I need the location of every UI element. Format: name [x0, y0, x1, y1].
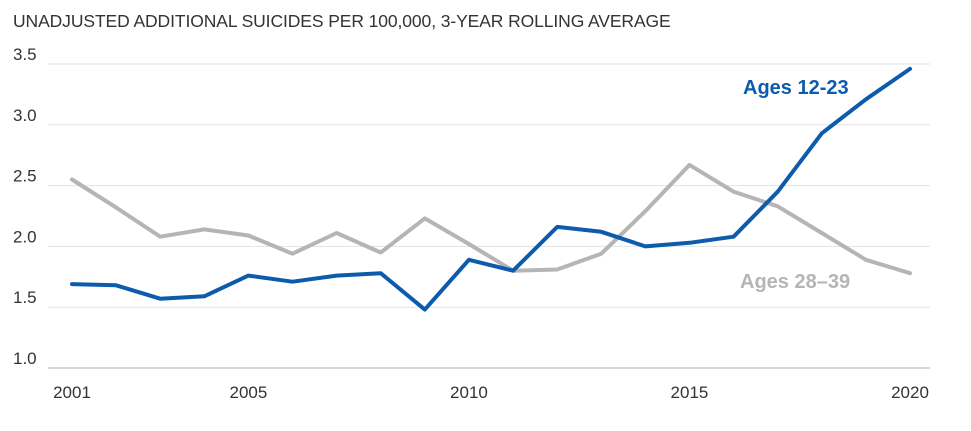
- y-tick-label: 3.5: [13, 45, 37, 64]
- x-tick-label: 2005: [230, 383, 268, 402]
- x-tick-label: 2001: [53, 383, 91, 402]
- series-line-ages-12-23: [70, 66, 912, 312]
- y-tick-label: 3.0: [13, 106, 37, 125]
- y-tick-label: 1.0: [13, 349, 37, 368]
- x-tick-label: 2015: [671, 383, 709, 402]
- x-tick-label: 2010: [450, 383, 488, 402]
- x-tick-label: 2020: [891, 383, 929, 402]
- y-tick-label: 1.5: [13, 288, 37, 307]
- y-tick-label: 2.5: [13, 167, 37, 186]
- series-line-ages-28-39: [70, 162, 912, 276]
- series-label-ages-12-23: Ages 12-23: [743, 77, 849, 99]
- y-tick-label: 2.0: [13, 227, 37, 246]
- chart-title: UNADJUSTED ADDITIONAL SUICIDES PER 100,0…: [13, 11, 671, 31]
- series-label-ages-28-39: Ages 28–39: [740, 271, 850, 293]
